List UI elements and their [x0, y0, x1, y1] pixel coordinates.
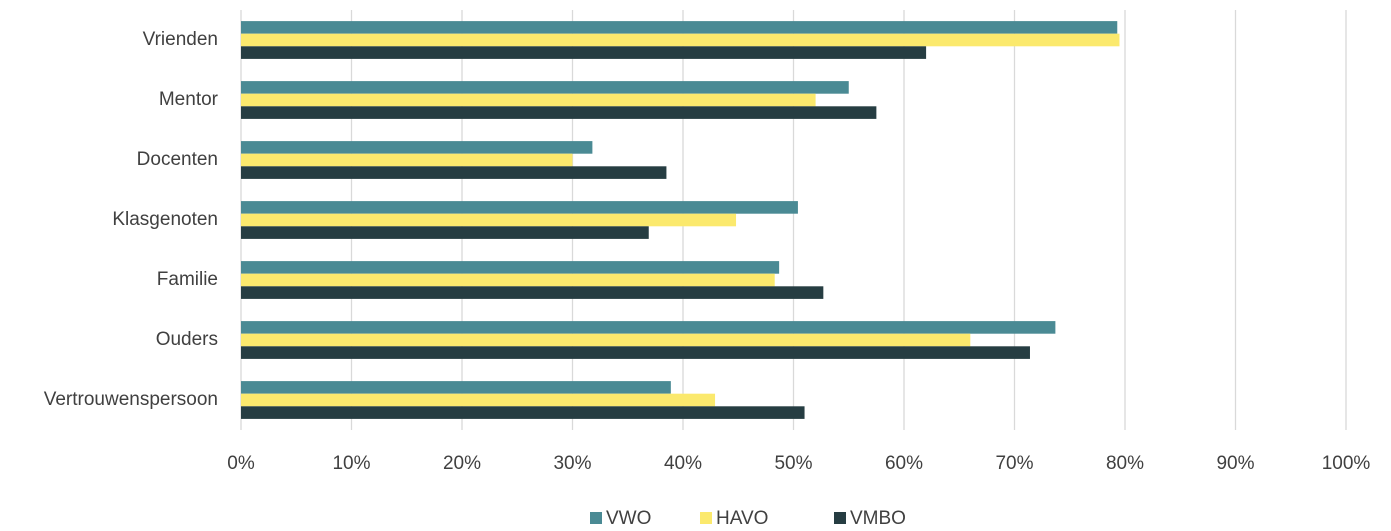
- bar: [241, 393, 716, 407]
- y-tick-label: Vrienden: [143, 29, 218, 50]
- bar: [241, 213, 737, 227]
- y-tick-label: Klasgenoten: [112, 209, 218, 230]
- bar: [241, 93, 816, 107]
- x-tick-label: 60%: [885, 453, 923, 474]
- bar: [241, 333, 971, 347]
- bar: [241, 381, 671, 394]
- x-tick-label: 0%: [227, 453, 255, 474]
- legend-swatch: [834, 512, 846, 524]
- bar: [241, 406, 805, 419]
- x-tick-label: 70%: [995, 453, 1033, 474]
- y-tick-label: Docenten: [137, 149, 218, 170]
- x-tick-label: 50%: [774, 453, 812, 474]
- legend-label: VWO: [606, 508, 651, 529]
- bar: [241, 141, 593, 154]
- bar: [241, 273, 775, 287]
- bar: [241, 153, 573, 167]
- y-tick-label: Mentor: [159, 89, 219, 110]
- legend-swatch: [700, 512, 712, 524]
- bar: [241, 226, 649, 239]
- legend-swatch: [590, 512, 602, 524]
- bar: [241, 46, 927, 59]
- x-tick-label: 40%: [664, 453, 702, 474]
- x-tick-label: 80%: [1106, 453, 1144, 474]
- y-tick-label: Familie: [157, 269, 218, 290]
- bar: [241, 321, 1056, 334]
- x-tick-label: 10%: [332, 453, 370, 474]
- x-tick-label: 30%: [553, 453, 591, 474]
- y-tick-label: Ouders: [156, 329, 218, 350]
- bar: [241, 286, 824, 299]
- bar: [241, 346, 1030, 359]
- bar: [241, 106, 877, 119]
- bar: [241, 201, 798, 214]
- x-tick-label: 90%: [1216, 453, 1254, 474]
- legend-label: HAVO: [716, 508, 768, 529]
- bar: [241, 33, 1120, 47]
- y-tick-label: Vertrouwenspersoon: [44, 389, 218, 410]
- bar: [241, 166, 667, 179]
- bar: [241, 261, 780, 274]
- legend-label: VMBO: [850, 508, 906, 529]
- bar: [241, 81, 849, 94]
- x-tick-label: 100%: [1322, 453, 1371, 474]
- x-tick-label: 20%: [443, 453, 481, 474]
- bar: [241, 21, 1118, 34]
